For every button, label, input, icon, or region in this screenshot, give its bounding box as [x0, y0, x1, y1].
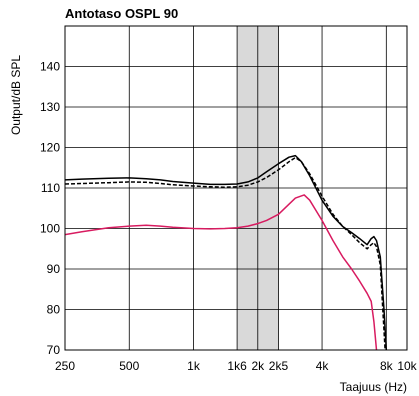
x-tick-label: 1k6: [227, 359, 247, 373]
x-tick-label: 1k: [187, 359, 201, 373]
y-tick-label: 130: [40, 100, 60, 114]
y-tick-label: 80: [47, 303, 61, 317]
y-tick-label: 100: [40, 222, 60, 236]
series-line-1: [64, 154, 388, 351]
plot-frame: [64, 25, 408, 351]
series-line-2: [64, 156, 386, 351]
y-tick-label: 140: [40, 60, 60, 74]
x-tick-label: 2k5: [269, 359, 289, 373]
x-axis-label: Taajuus (Hz): [340, 380, 407, 394]
chart-title: Antotaso OSPL 90: [65, 6, 178, 21]
x-tick-label: 4k: [316, 359, 330, 373]
y-axis-label: Output/dB SPL: [9, 55, 23, 135]
series-line-3: [64, 194, 378, 351]
x-tick-label: 250: [55, 359, 75, 373]
x-tick-label: 10k: [397, 359, 417, 373]
y-tick-label: 90: [47, 262, 61, 276]
x-tick-label: 500: [119, 359, 139, 373]
x-tick-label: 8k: [380, 359, 394, 373]
y-tick-label: 70: [47, 343, 61, 357]
x-tick-label: 2k: [251, 359, 265, 373]
y-tick-label: 120: [40, 141, 60, 155]
y-tick-label: 110: [41, 181, 60, 195]
